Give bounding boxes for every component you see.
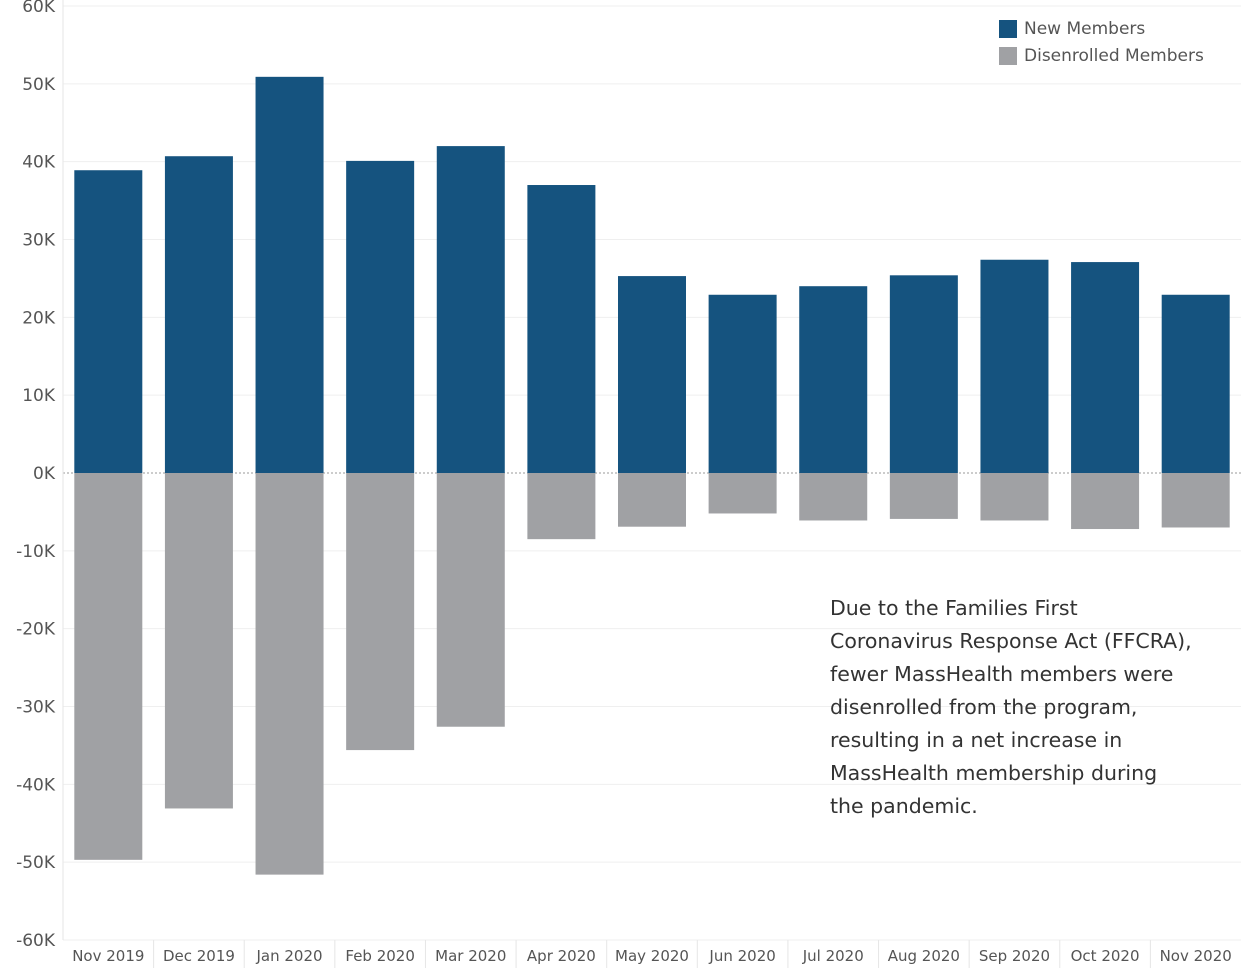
disenrolled-members-bar-10[interactable] xyxy=(980,473,1049,521)
x-tick-label: Sep 2020 xyxy=(979,947,1050,965)
x-tick-label: Mar 2020 xyxy=(435,947,506,965)
x-tick-label: Feb 2020 xyxy=(345,947,415,965)
x-tick-label: Jun 2020 xyxy=(708,947,775,965)
legend-item-new-members[interactable]: New Members xyxy=(999,15,1204,42)
legend: New Members Disenrolled Members xyxy=(999,15,1204,69)
y-tick-label: -60K xyxy=(16,931,56,951)
x-tick-label: Nov 2020 xyxy=(1160,947,1232,965)
x-tick-label: Nov 2019 xyxy=(72,947,144,965)
disenrolled-members-bar-5[interactable] xyxy=(527,473,596,540)
disenrolled-members-bar-0[interactable] xyxy=(74,473,143,860)
new-members-bar-9[interactable] xyxy=(889,275,958,473)
legend-item-disenrolled-members[interactable]: Disenrolled Members xyxy=(999,42,1204,69)
new-members-bar-2[interactable] xyxy=(255,76,324,473)
x-tick-label: Jul 2020 xyxy=(802,947,864,965)
new-members-bar-8[interactable] xyxy=(799,286,868,473)
disenrolled-members-bar-12[interactable] xyxy=(1161,473,1230,528)
disenrolled-members-bar-7[interactable] xyxy=(708,473,777,514)
x-tick-label: May 2020 xyxy=(615,947,689,965)
new-members-bar-3[interactable] xyxy=(346,160,415,473)
new-members-bar-12[interactable] xyxy=(1161,294,1230,473)
y-tick-label: 40K xyxy=(22,153,56,173)
legend-label-new-members: New Members xyxy=(1024,18,1146,39)
x-tick-label: Jan 2020 xyxy=(255,947,322,965)
legend-swatch-disenrolled-members xyxy=(999,46,1017,65)
bars xyxy=(74,76,1230,875)
y-tick-label: -30K xyxy=(16,698,56,718)
y-tick-label: 50K xyxy=(22,75,56,95)
new-members-bar-4[interactable] xyxy=(436,146,505,473)
new-members-bar-6[interactable] xyxy=(618,276,686,473)
new-members-bar-11[interactable] xyxy=(1071,262,1140,473)
disenrolled-members-bar-8[interactable] xyxy=(799,473,868,521)
disenrolled-members-bar-4[interactable] xyxy=(436,473,505,727)
disenrolled-members-bar-6[interactable] xyxy=(618,473,686,527)
legend-label-disenrolled-members: Disenrolled Members xyxy=(1024,45,1204,66)
disenrolled-members-bar-9[interactable] xyxy=(889,473,958,519)
y-tick-label: 60K xyxy=(22,0,56,17)
new-members-bar-5[interactable] xyxy=(527,185,596,473)
y-tick-label: -10K xyxy=(16,542,56,562)
legend-swatch-new-members xyxy=(999,19,1017,38)
chart-annotation: Due to the Families First Coronavirus Re… xyxy=(830,596,1192,818)
y-tick-label: 20K xyxy=(22,308,56,328)
y-tick-label: -20K xyxy=(16,620,56,640)
new-members-bar-10[interactable] xyxy=(980,259,1049,473)
y-tick-label: 30K xyxy=(22,231,56,251)
y-tick-label: 0K xyxy=(33,464,56,484)
x-tick-label: Apr 2020 xyxy=(527,947,596,965)
y-tick-label: 10K xyxy=(22,386,56,406)
new-members-bar-0[interactable] xyxy=(74,170,143,473)
x-tick-label: Oct 2020 xyxy=(1071,947,1140,965)
x-tick-label: Aug 2020 xyxy=(888,947,960,965)
y-tick-label: -40K xyxy=(16,775,56,795)
x-tick-label: Dec 2019 xyxy=(163,947,235,965)
new-members-bar-7[interactable] xyxy=(708,294,777,473)
disenrolled-members-bar-11[interactable] xyxy=(1071,473,1140,530)
new-members-bar-1[interactable] xyxy=(164,156,233,474)
disenrolled-members-bar-2[interactable] xyxy=(255,473,324,875)
y-tick-label: -50K xyxy=(16,853,56,873)
axes: 60K 50K 40K 30K 20K 10K 0K -10K -20K -30K -40K -50K… xyxy=(16,0,1232,968)
disenrolled-members-bar-1[interactable] xyxy=(164,473,233,809)
disenrolled-members-bar-3[interactable] xyxy=(346,473,415,751)
